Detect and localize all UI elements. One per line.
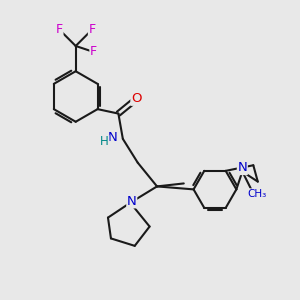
Text: N: N bbox=[108, 131, 117, 144]
Text: O: O bbox=[131, 92, 142, 105]
Text: H: H bbox=[100, 135, 109, 148]
Text: N: N bbox=[237, 161, 247, 175]
Text: CH₃: CH₃ bbox=[248, 189, 267, 199]
Text: F: F bbox=[90, 45, 97, 58]
Text: N: N bbox=[127, 195, 136, 208]
Text: F: F bbox=[56, 23, 63, 36]
Text: F: F bbox=[88, 23, 96, 36]
